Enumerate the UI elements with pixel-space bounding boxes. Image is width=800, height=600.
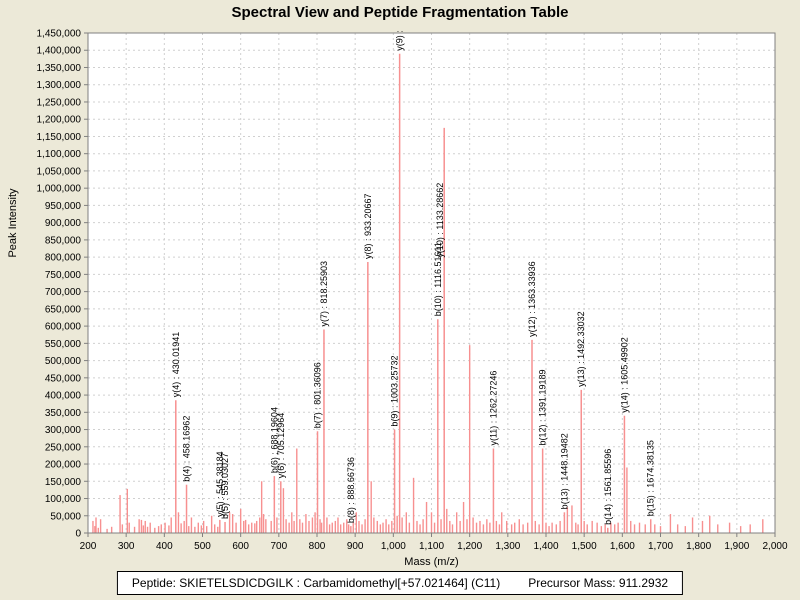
- peak-annotation: b(14) : 1561.85596: [603, 449, 613, 525]
- x-tick-label: 200: [80, 541, 97, 552]
- precursor-mass-label: Precursor Mass: 911.2932: [528, 576, 669, 590]
- peak-annotation: y(8) : 933.20667: [363, 193, 373, 259]
- x-tick-label: 1,300: [495, 541, 520, 552]
- y-tick-label: 400,000: [45, 391, 82, 402]
- x-axis-title: Mass (m/z): [404, 556, 458, 568]
- peptide-info-box: Peptide: SKIETELSDICDGILK : Carbamidomet…: [116, 571, 684, 595]
- peak-annotation: y(7) : 818.25903: [319, 261, 329, 327]
- x-tick-label: 1,900: [724, 541, 749, 552]
- peak-annotation: y(4) : 430.01941: [171, 332, 181, 398]
- peak-annotation: y(9) :: [395, 30, 405, 51]
- y-tick-label: 1,250,000: [37, 97, 82, 108]
- peak-annotation: b(5) : 559.03027: [220, 453, 230, 519]
- x-tick-label: 1,600: [610, 541, 635, 552]
- y-tick-label: 700,000: [45, 287, 82, 298]
- y-tick-label: 600,000: [45, 322, 82, 333]
- peak-annotation: y(14) : 1605.49902: [619, 337, 629, 413]
- peptide-label: Peptide: SKIETELSDICDGILK : Carbamidomet…: [131, 576, 501, 590]
- y-tick-label: 1,300,000: [37, 80, 82, 91]
- peak-annotation: y(11) : 1262.27246: [488, 371, 498, 446]
- peak-annotation: y(12) : 1363.33936: [527, 261, 537, 337]
- y-tick-label: 750,000: [45, 270, 82, 281]
- y-tick-label: 200,000: [45, 460, 82, 471]
- y-tick-label: 150,000: [45, 477, 82, 488]
- y-tick-label: 1,000,000: [37, 184, 82, 195]
- x-tick-label: 600: [232, 541, 249, 552]
- y-tick-label: 0: [75, 529, 81, 540]
- peak-annotation: y(13) : 1492.33032: [576, 311, 586, 387]
- x-tick-label: 300: [118, 541, 135, 552]
- y-tick-label: 1,100,000: [37, 149, 82, 160]
- y-tick-label: 450,000: [45, 373, 82, 384]
- x-tick-label: 1,000: [381, 541, 406, 552]
- y-tick-label: 300,000: [45, 425, 82, 436]
- peak-annotation: y(10) : 1133.28662: [435, 183, 445, 258]
- x-tick-label: 500: [194, 541, 211, 552]
- x-tick-label: 1,400: [533, 541, 558, 552]
- x-tick-label: 1,800: [686, 541, 711, 552]
- y-tick-label: 550,000: [45, 339, 82, 350]
- peak-annotation: b(12) : 1391.19189: [538, 369, 548, 445]
- peak-annotation: b(13) : 1448.19482: [559, 433, 569, 509]
- y-tick-label: 1,350,000: [37, 63, 82, 74]
- x-tick-label: 1,700: [648, 541, 673, 552]
- peak-annotation: b(4) : 458.16962: [182, 416, 192, 482]
- peak-annotation: y(6) : 705.12964: [276, 413, 286, 479]
- x-tick-label: 800: [309, 541, 326, 552]
- y-tick-label: 1,150,000: [37, 132, 82, 143]
- y-tick-label: 250,000: [45, 442, 82, 453]
- peak-annotation: b(10) : 1116.51611: [433, 242, 443, 316]
- peak-annotation: b(9) : 1003.25732: [390, 355, 400, 426]
- y-tick-label: 350,000: [45, 408, 82, 419]
- x-tick-label: 400: [156, 541, 173, 552]
- y-tick-label: 650,000: [45, 304, 82, 315]
- peak-annotation: b(7) : 801.36096: [313, 362, 323, 428]
- x-tick-label: 1,200: [457, 541, 482, 552]
- y-tick-label: 1,400,000: [37, 46, 82, 57]
- y-axis-title: Peak Intensity: [7, 188, 19, 258]
- y-tick-label: 900,000: [45, 218, 82, 229]
- y-tick-label: 100,000: [45, 494, 82, 505]
- x-tick-label: 1,500: [572, 541, 597, 552]
- y-tick-label: 850,000: [45, 235, 82, 246]
- y-tick-label: 800,000: [45, 253, 82, 264]
- y-tick-label: 1,050,000: [37, 166, 82, 177]
- y-tick-label: 50,000: [50, 511, 81, 522]
- y-tick-label: 950,000: [45, 201, 82, 212]
- x-tick-label: 900: [347, 541, 364, 552]
- x-tick-label: 1,100: [419, 541, 444, 552]
- x-tick-label: 700: [270, 541, 287, 552]
- y-tick-label: 1,200,000: [37, 115, 82, 126]
- peak-annotation: b(8) : 888.66736: [346, 457, 356, 523]
- page-title: Spectral View and Peptide Fragmentation …: [231, 4, 569, 21]
- y-tick-label: 1,450,000: [37, 29, 82, 40]
- peak-annotation: b(6) : 688.19604: [269, 407, 279, 473]
- y-tick-label: 500,000: [45, 356, 82, 367]
- peak-annotation: y(5) : 545.38184: [215, 451, 225, 517]
- peak-annotation: b(15) : 1674.38135: [646, 440, 656, 516]
- x-tick-label: 2,000: [762, 541, 787, 552]
